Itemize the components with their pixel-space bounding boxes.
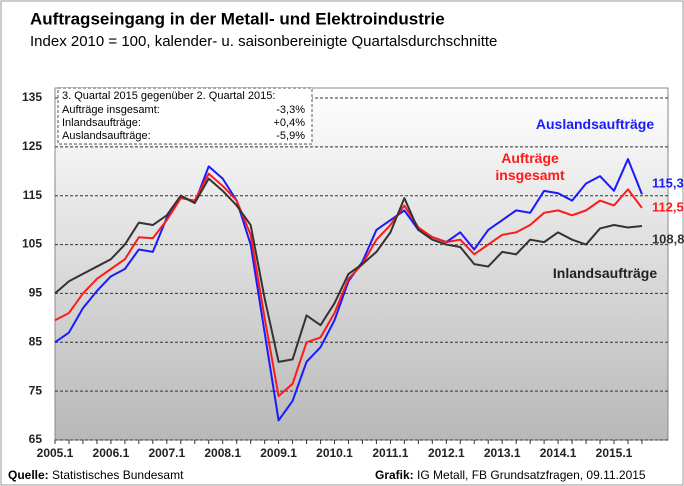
chart-subtitle: Index 2010 = 100, kalender- u. saisonber…: [30, 33, 497, 50]
y-tick-label: 75: [29, 383, 43, 397]
source-text: Statistisches Bundesamt: [49, 468, 184, 482]
x-tick-label: 2010.1: [316, 446, 353, 460]
legend-label: Inlandsaufträge: [552, 265, 658, 281]
x-tick-label: 2008.1: [204, 446, 241, 460]
series-line: [54, 177, 643, 363]
x-tick-label: 2005.1: [37, 446, 74, 460]
y-tick-label: 95: [29, 286, 43, 300]
chart-title: Auftragseingang in der Metall- und Elekt…: [30, 9, 445, 28]
info-heading: 3. Quartal 2015 gegenüber 2. Quartal 201…: [62, 90, 275, 102]
x-tick-label: 2014.1: [540, 446, 577, 460]
info-value: -3,3%: [276, 104, 305, 116]
credit-label: Grafik:: [375, 468, 414, 482]
x-tick-label: 2011.1: [372, 446, 408, 460]
info-value: +0,4%: [274, 117, 306, 129]
source: Quelle: Statistisches Bundesamt: [8, 468, 184, 482]
x-tick-label: 2007.1: [148, 446, 185, 460]
info-label: Inlandsaufträge:: [62, 117, 141, 129]
y-tick-label: 125: [22, 139, 42, 153]
x-tick-label: 2006.1: [93, 446, 130, 460]
legend-label: Aufträge insgesamt: [495, 150, 565, 183]
legend-label: Auslandsaufträge: [535, 116, 655, 132]
credit: Grafik: IG Metall, FB Grundsatzfragen, 0…: [375, 468, 646, 482]
x-tick-label: 2015.1: [596, 446, 633, 460]
series-line: [54, 172, 643, 398]
value-label: 115,3: [652, 176, 684, 191]
x-tick-label: 2009.1: [260, 446, 297, 460]
source-label: Quelle:: [8, 468, 49, 482]
y-tick-label: 115: [23, 188, 43, 202]
info-label: Auslandsaufträge:: [62, 130, 151, 142]
credit-text: IG Metall, FB Grundsatzfragen, 09.11.201…: [414, 468, 646, 482]
info-box: [57, 87, 313, 145]
y-tick-label: 105: [22, 237, 42, 251]
value-label: 112,5: [652, 199, 684, 214]
x-tick-label: 2013.1: [484, 446, 521, 460]
info-label: Aufträge insgesamt:: [62, 104, 160, 116]
y-tick-label: 135: [22, 90, 42, 104]
y-tick-label: 85: [29, 334, 43, 348]
x-tick-label: 2012.1: [428, 446, 465, 460]
info-value: -5,9%: [276, 130, 305, 142]
value-label: 108,8: [652, 231, 684, 246]
y-tick-label: 65: [29, 432, 43, 446]
